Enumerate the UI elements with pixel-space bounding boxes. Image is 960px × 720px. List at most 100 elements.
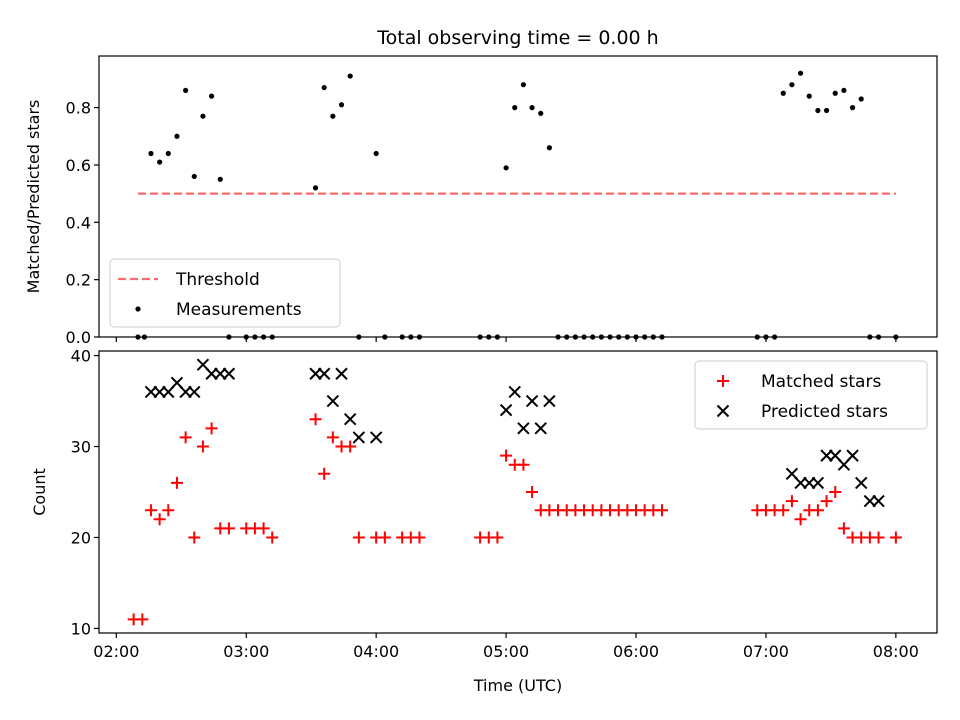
measurement-point: [477, 334, 483, 340]
matched-star-point: [378, 531, 391, 544]
matched-star-point: [162, 504, 175, 517]
matched-star-point: [785, 495, 798, 508]
measurement-point: [252, 334, 258, 340]
measurement-point: [841, 87, 847, 94]
measurement-point: [312, 185, 319, 191]
measurement-point: [512, 105, 518, 111]
matched-star-point: [205, 422, 218, 435]
y-tick-label: 0.4: [66, 213, 91, 232]
measurement-point: [806, 93, 812, 99]
matched-star-point: [491, 531, 504, 544]
measurement-point: [650, 334, 656, 340]
legend-measurement-swatch: [135, 306, 141, 312]
measurement-point: [148, 150, 154, 157]
measurement-point: [624, 334, 630, 340]
measurement-point: [590, 334, 596, 340]
measurement-point: [875, 334, 882, 340]
matched-star-point: [352, 531, 365, 544]
measurement-point: [763, 334, 769, 340]
y-tick-label: 10: [71, 619, 91, 638]
predicted-star-point: [326, 394, 340, 408]
measurement-point: [494, 334, 501, 340]
x-tick-label: 07:00: [743, 642, 789, 661]
measurement-point: [572, 334, 578, 340]
predicted-star-point: [335, 367, 348, 380]
measurement-point: [598, 334, 604, 340]
measurement-point: [832, 90, 838, 96]
y-tick-label: 30: [71, 438, 91, 457]
matched-star-point: [837, 522, 850, 535]
legend-matched-swatch: [717, 375, 729, 387]
matched-star-point: [889, 531, 902, 544]
measurement-point: [616, 334, 622, 340]
matched-star-point: [318, 467, 331, 480]
measurement-point: [893, 334, 899, 340]
y-tick-label: 0.6: [66, 156, 91, 175]
legend-box: [109, 258, 341, 328]
matched-star-point: [266, 531, 279, 544]
matched-star-point: [153, 513, 166, 526]
measurement-point: [754, 334, 760, 340]
legend-predicted-swatch: [716, 404, 730, 418]
predicted-star-point: [317, 367, 331, 380]
axes-frame: [98, 350, 938, 634]
predicted-star-point: [855, 476, 868, 490]
measurement-point: [555, 334, 561, 340]
measurement-point: [347, 73, 353, 79]
measurement-point: [581, 334, 587, 340]
y-axis-label: Matched/Predicted stars: [24, 100, 43, 294]
measurement-point: [330, 113, 336, 119]
predicted-star-point: [222, 367, 236, 380]
axes-frame: [98, 55, 938, 338]
measurement-point: [771, 334, 778, 340]
matched-star-point: [872, 531, 885, 544]
measurement-point: [191, 173, 197, 180]
matched-star-point: [170, 476, 183, 489]
predicted-star-point: [352, 431, 366, 444]
measurement-point: [243, 334, 249, 340]
measurement-point: [520, 82, 527, 88]
matched-star-point: [526, 486, 539, 498]
measurement-point: [260, 334, 267, 340]
legend-label: Measurements: [176, 300, 302, 320]
predicted-star-point: [525, 394, 539, 408]
measurement-point: [382, 334, 388, 340]
predicted-star-point: [508, 385, 521, 399]
matched-star-point: [820, 495, 833, 508]
predicted-star-point: [188, 385, 201, 399]
measurement-point: [157, 159, 163, 165]
matched-star-point: [655, 504, 668, 517]
data-marks: [127, 358, 902, 626]
measurement-point: [399, 334, 405, 340]
legend: Matched stars Predicted stars: [694, 360, 928, 430]
matched-star-point: [136, 613, 149, 626]
measurement-point: [321, 84, 327, 91]
matched-star-point: [777, 504, 790, 517]
y-tick-label: 40: [71, 347, 91, 366]
measurement-point: [642, 334, 648, 340]
matched-star-point: [517, 458, 530, 471]
measurement-point: [789, 82, 795, 88]
measurement-point: [607, 334, 613, 340]
x-tick-label: 05:00: [483, 642, 529, 661]
measurement-point: [849, 105, 856, 111]
x-tick-label: 02:00: [93, 642, 139, 661]
x-tick-label: 06:00: [613, 642, 659, 661]
matched-star-point: [344, 440, 357, 453]
measurement-point: [416, 334, 423, 340]
measurement-point: [486, 334, 492, 340]
predicted-star-point: [534, 422, 547, 435]
matched-star-point: [309, 413, 322, 426]
measurement-point: [546, 145, 552, 151]
y-tick-label: 0.0: [66, 328, 91, 347]
measurement-point: [780, 90, 786, 96]
matched-star-point: [179, 431, 192, 444]
measurement-point: [823, 107, 830, 114]
matched-star-point: [188, 531, 201, 544]
matched-star-point: [829, 486, 842, 498]
measurement-point: [564, 334, 570, 340]
matched-star-point: [811, 504, 824, 517]
matched-star-point: [196, 440, 209, 453]
chart-title: Total observing time = 0.00 h: [376, 27, 658, 49]
